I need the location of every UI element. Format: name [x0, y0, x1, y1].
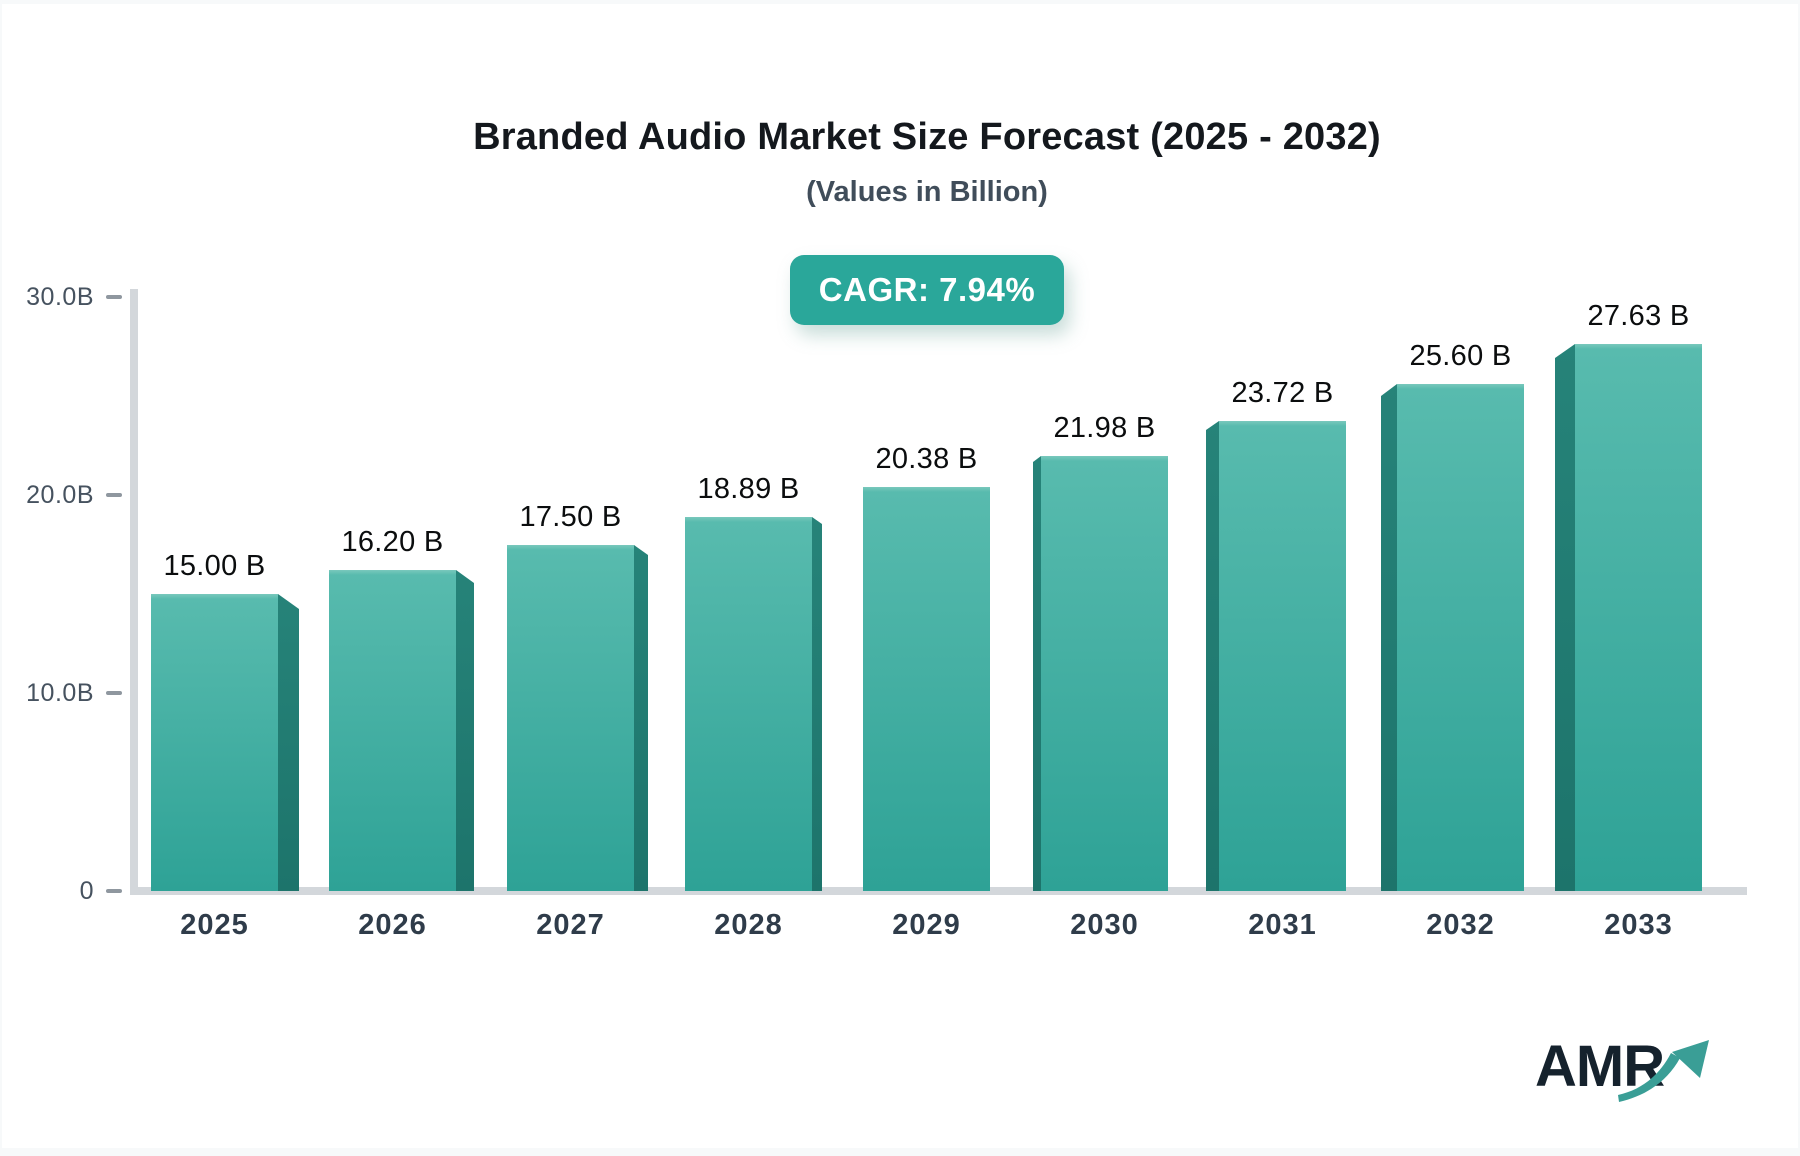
bar-3d-side — [812, 517, 822, 891]
bar-2030 — [1041, 456, 1168, 891]
bar-2029 — [863, 487, 990, 891]
bar-3d-side — [278, 594, 299, 891]
x-axis-year-label: 2033 — [1604, 909, 1673, 941]
chart-subtitle: (Values in Billion) — [806, 176, 1048, 208]
bar-2028 — [685, 517, 812, 891]
y-tick-mark — [106, 889, 122, 893]
bar-2026 — [329, 570, 456, 891]
bar-3d-side — [1033, 456, 1041, 891]
bar-2025 — [151, 594, 278, 891]
bar-3d-side — [456, 570, 474, 891]
chart-canvas: Branded Audio Market Size Forecast (2025… — [2, 4, 1798, 1148]
x-axis-year-label: 2029 — [892, 909, 961, 941]
bar-value-label: 21.98 B — [1053, 412, 1156, 444]
bar-2032 — [1397, 384, 1524, 891]
bar-2027 — [507, 545, 634, 891]
bar-value-label: 17.50 B — [519, 501, 622, 533]
bar-3d-side — [1381, 384, 1397, 891]
bar-value-label: 27.63 B — [1587, 300, 1690, 332]
bar-value-label: 16.20 B — [341, 526, 444, 558]
y-tick-mark — [106, 691, 122, 695]
bar-value-label: 18.89 B — [697, 473, 800, 505]
y-axis-line — [130, 289, 138, 895]
y-tick-label: 10.0B — [26, 679, 94, 707]
growth-arrow-icon — [1618, 1040, 1709, 1102]
x-axis-line — [130, 887, 1747, 895]
x-axis-year-label: 2032 — [1426, 909, 1495, 941]
x-axis-year-label: 2027 — [536, 909, 605, 941]
bar-3d-side — [1206, 421, 1219, 891]
bar-value-label: 20.38 B — [875, 443, 978, 475]
bar-value-label: 15.00 B — [163, 550, 266, 582]
x-axis-year-label: 2031 — [1248, 909, 1317, 941]
cagr-badge: CAGR: 7.94% — [790, 255, 1064, 325]
bar-value-label: 25.60 B — [1409, 340, 1512, 372]
amr-logo: AMR — [1535, 1036, 1715, 1116]
chart-title: Branded Audio Market Size Forecast (2025… — [473, 116, 1381, 158]
y-tick-mark — [106, 493, 122, 497]
bar-2033 — [1575, 344, 1702, 891]
y-tick-label: 20.0B — [26, 481, 94, 509]
x-axis-year-label: 2025 — [180, 909, 249, 941]
x-axis-year-label: 2028 — [714, 909, 783, 941]
y-tick-mark — [106, 295, 122, 299]
x-axis-year-label: 2030 — [1070, 909, 1139, 941]
bar-3d-side — [1555, 344, 1575, 891]
y-tick-label: 30.0B — [26, 283, 94, 311]
x-axis-year-label: 2026 — [358, 909, 427, 941]
bar-3d-side — [634, 545, 648, 891]
bar-value-label: 23.72 B — [1231, 377, 1334, 409]
y-tick-label: 0 — [79, 877, 94, 905]
bar-2031 — [1219, 421, 1346, 891]
